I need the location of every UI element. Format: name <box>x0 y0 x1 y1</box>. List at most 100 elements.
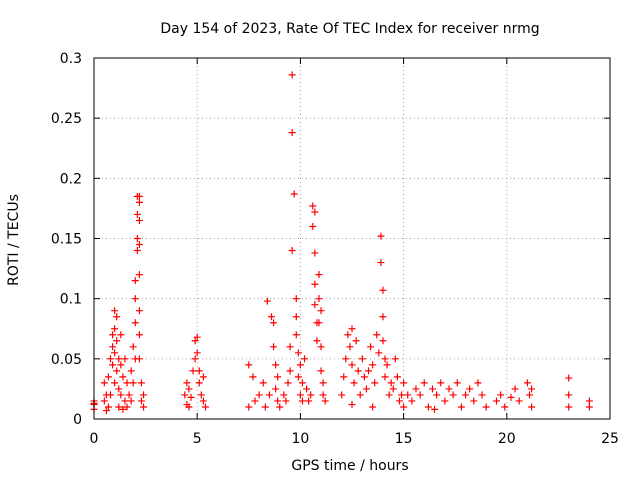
data-point <box>317 307 325 315</box>
data-point <box>369 361 377 369</box>
data-point <box>259 379 267 387</box>
data-point <box>474 379 482 387</box>
data-point <box>303 385 311 393</box>
data-point <box>565 374 573 382</box>
data-point <box>311 280 319 288</box>
data-point <box>404 391 412 399</box>
data-point <box>420 379 428 387</box>
data-point <box>315 295 323 303</box>
data-point <box>133 235 141 242</box>
data-point <box>371 379 379 387</box>
data-point <box>497 391 505 399</box>
x-tick-label: 0 <box>90 431 99 447</box>
data-point <box>263 297 271 305</box>
data-point <box>121 355 129 363</box>
data-point <box>115 403 123 411</box>
data-point <box>457 403 465 411</box>
data-point <box>482 403 490 411</box>
data-point <box>391 355 399 363</box>
data-point <box>305 397 313 405</box>
data-point <box>296 361 304 369</box>
data-point <box>193 333 201 341</box>
x-axis-title: GPS time / hours <box>291 458 408 474</box>
data-point <box>346 343 354 351</box>
data-point <box>111 325 119 333</box>
data-point <box>113 337 121 345</box>
data-point <box>526 391 534 399</box>
data-point <box>117 361 125 369</box>
data-point <box>131 277 139 285</box>
data-point <box>511 385 519 393</box>
data-point <box>362 385 370 393</box>
data-point <box>348 361 356 369</box>
data-point <box>501 403 509 411</box>
data-point <box>113 367 121 375</box>
data-point <box>111 349 119 357</box>
data-point <box>131 295 139 303</box>
data-point <box>294 373 302 381</box>
data-point <box>185 385 193 393</box>
data-point <box>515 397 523 405</box>
data-point <box>135 192 143 200</box>
data-point <box>342 355 350 363</box>
data-point <box>309 202 317 210</box>
y-axis-title: ROTI / TECUs <box>6 194 22 286</box>
data-point <box>433 391 441 399</box>
data-point <box>344 331 352 339</box>
data-point <box>416 391 424 399</box>
data-point <box>311 208 319 216</box>
data-point <box>348 401 356 409</box>
x-tick-label: 20 <box>498 431 516 447</box>
data-point <box>191 355 199 363</box>
data-point <box>309 222 317 230</box>
data-point <box>358 355 366 363</box>
data-point <box>245 361 253 369</box>
data-point <box>462 391 470 399</box>
data-point <box>109 361 117 369</box>
data-point <box>585 403 593 411</box>
data-point <box>135 271 143 279</box>
y-tick-label: 0.1 <box>60 292 82 308</box>
data-point <box>375 349 383 357</box>
data-point <box>424 403 432 411</box>
data-point <box>321 397 329 405</box>
data-point <box>348 325 356 333</box>
data-point <box>284 379 292 387</box>
data-point <box>317 343 325 351</box>
data-point <box>373 331 381 339</box>
data-point <box>137 397 145 405</box>
data-point <box>441 397 449 405</box>
data-point <box>102 407 110 415</box>
data-point <box>251 397 259 405</box>
y-tick-label: 0 <box>73 412 82 428</box>
data-point <box>286 367 294 375</box>
data-point <box>140 403 148 411</box>
data-point <box>565 403 573 411</box>
data-point <box>255 391 263 399</box>
data-point <box>400 379 408 387</box>
data-point <box>117 331 125 339</box>
data-point <box>133 247 141 255</box>
data-point <box>437 379 445 387</box>
data-point <box>377 232 385 240</box>
data-point <box>294 349 302 357</box>
data-point <box>140 391 148 399</box>
data-point <box>565 391 573 399</box>
data-point <box>286 343 294 351</box>
y-tick-label: 0.25 <box>51 111 82 127</box>
data-point <box>115 355 123 363</box>
data-point <box>296 391 304 399</box>
y-tick-label: 0.15 <box>51 232 82 248</box>
data-point <box>123 379 131 387</box>
data-point <box>381 373 389 381</box>
data-point <box>478 391 486 399</box>
data-point <box>127 397 135 405</box>
data-point <box>261 403 269 411</box>
data-point <box>104 403 112 411</box>
data-point <box>528 403 536 411</box>
data-point <box>272 385 280 393</box>
data-point <box>282 397 290 405</box>
data-point <box>117 391 125 399</box>
data-point <box>199 397 207 405</box>
